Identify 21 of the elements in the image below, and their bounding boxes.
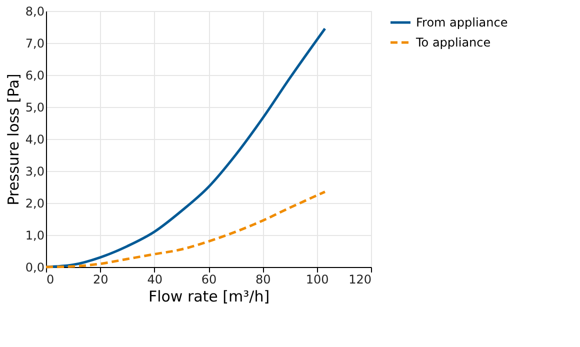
y-tick-label: 7,0 <box>25 36 44 50</box>
y-tick-label: 3,0 <box>25 164 44 178</box>
x-tick-label: 100 <box>306 272 329 286</box>
y-tick-label: 2,0 <box>25 196 44 210</box>
x-tick-label: 60 <box>201 272 217 286</box>
x-axis-title: Flow rate [m³/h] <box>148 288 270 306</box>
y-tick-label: 5,0 <box>25 100 44 114</box>
y-axis-title: Pressure loss [Pa] <box>4 74 22 206</box>
legend-label: From appliance <box>416 16 508 30</box>
line-series <box>44 190 326 268</box>
x-tick-label: 120 <box>348 272 372 286</box>
y-tick-label: 6,0 <box>25 68 44 82</box>
x-tick-label: 0 <box>46 272 54 286</box>
x-tick-label: 40 <box>147 272 162 286</box>
y-tick-label: 1,0 <box>25 228 44 242</box>
x-tick-label: 80 <box>256 272 271 286</box>
x-tick-label: 20 <box>93 272 108 286</box>
y-tick-label: 4,0 <box>25 132 44 146</box>
y-tick-label: 8,0 <box>25 4 44 18</box>
legend-label: To appliance <box>415 36 491 50</box>
y-tick-label: 0,0 <box>25 260 44 274</box>
